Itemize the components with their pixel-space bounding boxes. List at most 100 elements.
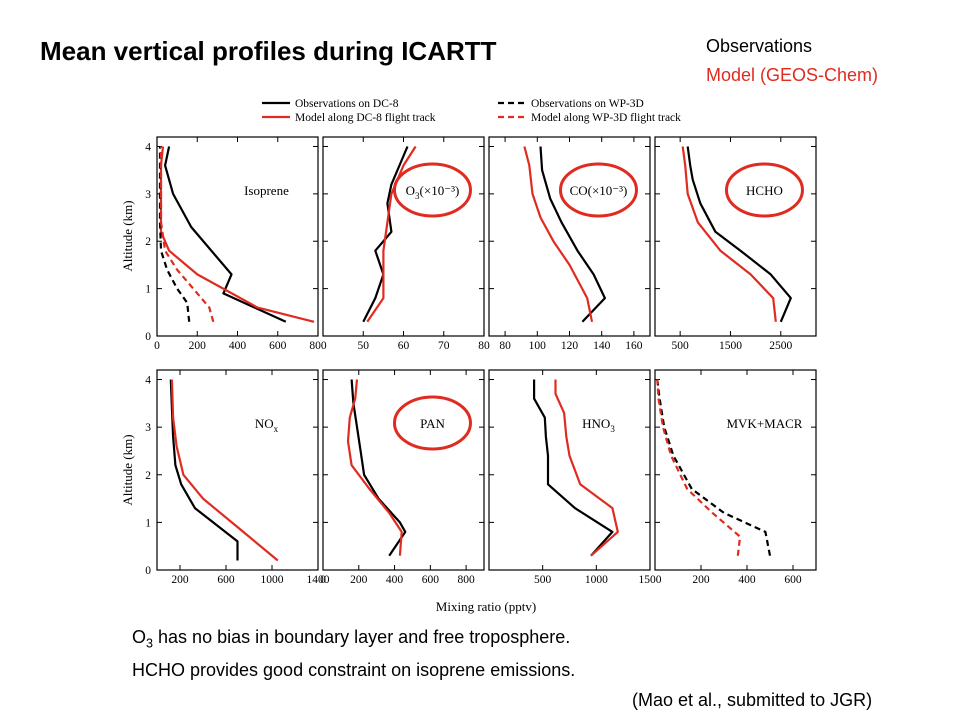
x-tick-label: 200 bbox=[189, 340, 207, 352]
caption-line-2: HCHO provides good constraint on isopren… bbox=[132, 659, 576, 680]
series-line-1 bbox=[169, 379, 239, 561]
series-line-2 bbox=[656, 379, 742, 556]
species-label: HNO3 bbox=[582, 416, 615, 434]
y-tick-label: 1 bbox=[145, 517, 151, 529]
panel-frame bbox=[156, 369, 319, 571]
y-tick-label: 1 bbox=[145, 284, 151, 296]
species-label: Isoprene bbox=[244, 183, 289, 198]
x-tick-label: 1000 bbox=[585, 574, 608, 586]
series-line-2 bbox=[681, 146, 777, 322]
y-tick-label: 0 bbox=[145, 331, 151, 343]
x-axis-label: Mixing ratio (pptv) bbox=[436, 599, 536, 614]
x-tick-label: 80 bbox=[499, 340, 511, 352]
highlight-circle bbox=[558, 162, 638, 218]
highlight-circle bbox=[392, 162, 472, 218]
caption-ozone-subscript: 3 bbox=[146, 636, 154, 651]
x-tick-label: 400 bbox=[738, 574, 756, 586]
legend-entry-3: Observations on WP-3D bbox=[531, 98, 644, 110]
x-tick-label: 200 bbox=[350, 574, 368, 586]
series-line-4 bbox=[159, 146, 215, 323]
panel-8: 200 400 600 MVK+MACR bbox=[654, 369, 817, 586]
series-line-2 bbox=[159, 146, 315, 323]
panel-frame bbox=[654, 136, 817, 337]
x-tick-label: 100 bbox=[529, 340, 547, 352]
species-label: MVK+MACR bbox=[726, 416, 802, 431]
x-tick-label: 600 bbox=[784, 574, 802, 586]
x-tick-label: 800 bbox=[457, 574, 475, 586]
panel-frame bbox=[322, 369, 485, 571]
panel-6: 0 200 400 600 800 PAN bbox=[320, 369, 485, 586]
x-tick-label: 400 bbox=[229, 340, 247, 352]
x-tick-label: 500 bbox=[672, 340, 690, 352]
species-label-subscript: 3 bbox=[610, 424, 615, 434]
legend-entry-1: Observations on DC-8 bbox=[295, 98, 399, 110]
species-label-subscript: 3 bbox=[415, 191, 420, 201]
legend-entry-4: Model along WP-3D flight track bbox=[531, 112, 681, 124]
y-tick-label: 3 bbox=[145, 422, 151, 434]
x-tick-label: 600 bbox=[269, 340, 287, 352]
highlight-circle bbox=[724, 162, 804, 218]
x-tick-label: 400 bbox=[386, 574, 404, 586]
x-tick-label: 600 bbox=[217, 574, 235, 586]
y-tick-label: 3 bbox=[145, 189, 151, 201]
series-line-2 bbox=[554, 379, 619, 557]
series-line-1 bbox=[362, 146, 409, 323]
x-tick-label: 800 bbox=[309, 340, 327, 352]
series-line-2 bbox=[523, 146, 594, 323]
species-label-main: HNO bbox=[582, 416, 610, 431]
x-tick-label: 1000 bbox=[261, 574, 284, 586]
panel-frame bbox=[488, 369, 651, 571]
citation: (Mao et al., submitted to JGR) bbox=[632, 690, 873, 710]
y-tick-label: 2 bbox=[145, 470, 151, 482]
caption-line-1: O3 has no bias in boundary layer and fre… bbox=[132, 624, 575, 657]
species-label-main: HCHO bbox=[746, 183, 783, 198]
species-label: O3(×10⁻³) bbox=[406, 183, 460, 201]
x-tick-label: 60 bbox=[398, 340, 410, 352]
page-title: Mean vertical profiles during ICARTT bbox=[40, 36, 497, 66]
species-label: NOx bbox=[255, 416, 279, 434]
series-line-1 bbox=[539, 146, 607, 323]
y-tick-label: 2 bbox=[145, 236, 151, 248]
x-tick-label: 70 bbox=[438, 340, 450, 352]
series-line-2 bbox=[346, 379, 403, 556]
caption-line-1-text: has no bias in boundary layer and free t… bbox=[153, 627, 571, 647]
x-tick-label: 0 bbox=[320, 574, 326, 586]
species-label-main: O bbox=[406, 183, 415, 198]
x-tick-label: 1500 bbox=[639, 574, 662, 586]
panel-frame bbox=[654, 369, 817, 571]
series-line-1 bbox=[656, 379, 772, 556]
caption-ozone: O bbox=[132, 627, 147, 647]
series-line-2 bbox=[366, 145, 417, 323]
model-legend-label: Model (GEOS-Chem) bbox=[706, 65, 879, 85]
species-label: CO(×10⁻³) bbox=[570, 183, 628, 198]
x-tick-label: 200 bbox=[692, 574, 710, 586]
x-tick-label: 200 bbox=[171, 574, 189, 586]
series-line-1 bbox=[532, 379, 614, 557]
x-tick-label: 80 bbox=[478, 340, 490, 352]
species-label-main: NO bbox=[255, 416, 274, 431]
panel-frame bbox=[156, 136, 319, 337]
species-label: PAN bbox=[420, 416, 445, 431]
x-tick-label: 1400 bbox=[307, 574, 330, 586]
panel-7: 500 1000 1500 HNO3 bbox=[488, 369, 662, 586]
panel-2: 50 60 70 80 O3(×10⁻³) bbox=[322, 136, 490, 352]
x-tick-label: 2500 bbox=[769, 340, 792, 352]
series-line-1 bbox=[350, 379, 407, 557]
y-axis-label-1: Altitude (km) bbox=[120, 200, 135, 271]
panel-4: 500 1500 2500 HCHO bbox=[654, 136, 817, 352]
panel-1: 0 200 400 600 800 0 1 2 3 4 Isoprene bbox=[145, 136, 327, 352]
x-tick-label: 50 bbox=[358, 340, 370, 352]
x-tick-label: 140 bbox=[593, 340, 611, 352]
y-tick-label: 4 bbox=[145, 375, 151, 387]
species-label-suffix: (×10⁻³) bbox=[420, 183, 460, 198]
series-line-1 bbox=[164, 146, 287, 323]
species-label-main: PAN bbox=[420, 416, 445, 431]
caption: O3 has no bias in boundary layer and fre… bbox=[132, 624, 575, 683]
species-label-main: CO(×10⁻³) bbox=[570, 183, 628, 198]
species-label: HCHO bbox=[746, 183, 783, 198]
observations-legend-label: Observations bbox=[706, 36, 813, 56]
x-tick-label: 160 bbox=[625, 340, 643, 352]
species-label-main: Isoprene bbox=[244, 183, 289, 198]
